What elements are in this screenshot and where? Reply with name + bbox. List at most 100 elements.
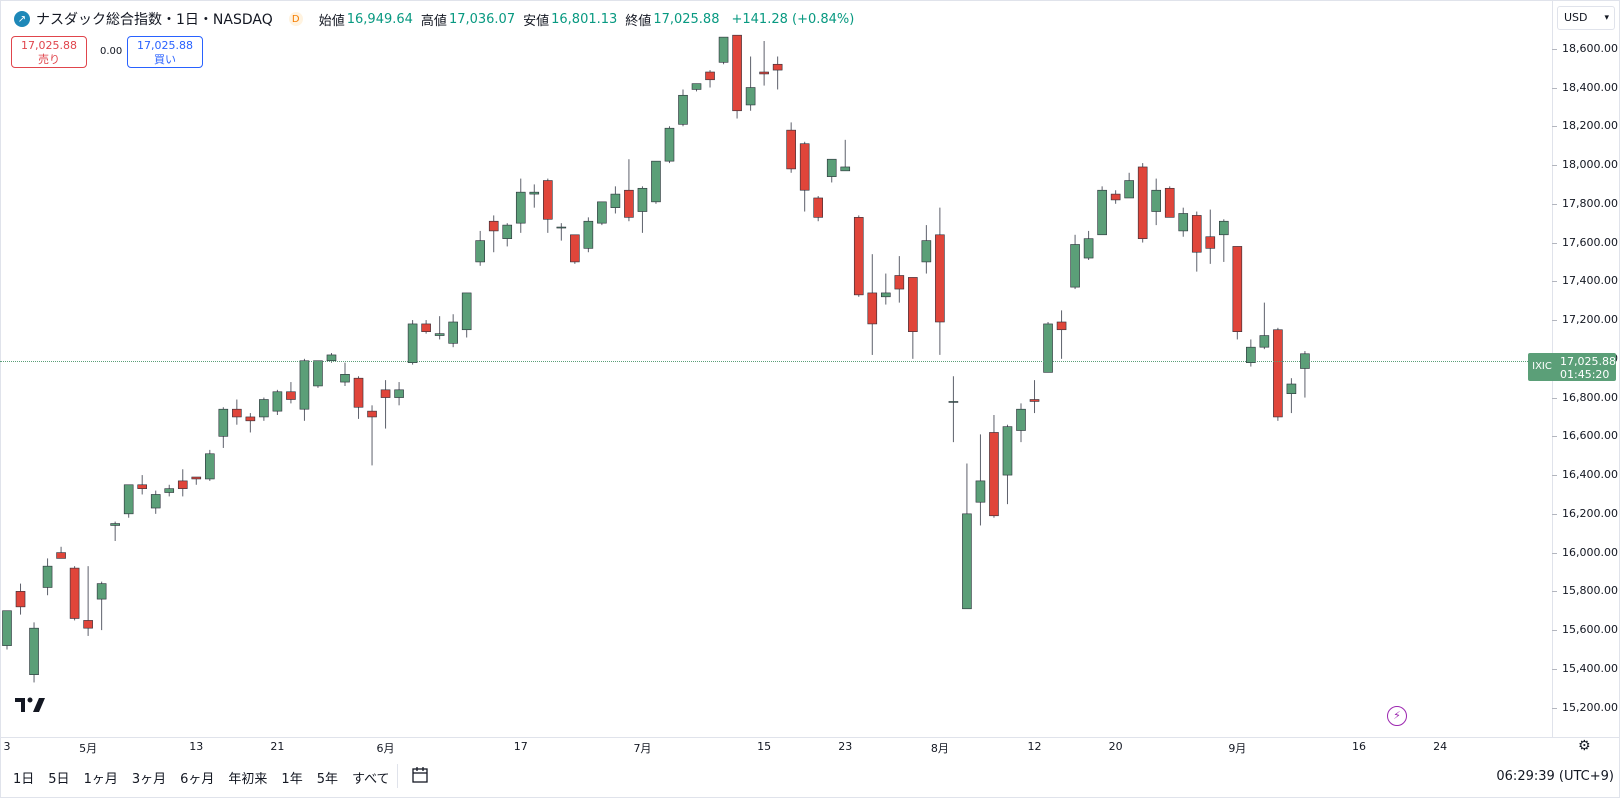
candle[interactable]	[448, 314, 458, 348]
candle[interactable]	[123, 484, 134, 518]
candle[interactable]	[529, 184, 540, 208]
candle[interactable]	[826, 158, 837, 183]
candle[interactable]	[245, 413, 256, 433]
candle[interactable]	[488, 215, 499, 253]
range-button-3m[interactable]: 3ヶ月	[131, 772, 167, 787]
candle[interactable]	[1300, 351, 1310, 398]
candle[interactable]	[340, 362, 350, 386]
candle[interactable]	[678, 89, 688, 127]
candle[interactable]	[69, 566, 80, 621]
candle[interactable]	[407, 320, 418, 365]
candle[interactable]	[651, 160, 661, 204]
candle[interactable]	[475, 230, 486, 266]
candle[interactable]	[637, 186, 648, 233]
candle[interactable]	[948, 376, 959, 443]
candle[interactable]	[218, 407, 229, 448]
candle[interactable]	[894, 256, 905, 303]
candle[interactable]	[759, 41, 769, 86]
candle[interactable]	[1273, 327, 1283, 421]
candle[interactable]	[83, 566, 93, 636]
range-button-6m[interactable]: 6ヶ月	[180, 772, 215, 787]
candle[interactable]	[191, 476, 202, 485]
candle[interactable]	[935, 207, 945, 355]
candle[interactable]	[908, 277, 918, 359]
currency-select[interactable]: USD ▾	[1557, 6, 1615, 30]
candle[interactable]	[732, 34, 742, 119]
candle[interactable]	[1097, 186, 1107, 236]
candle[interactable]	[164, 484, 175, 497]
range-button-1y[interactable]: 1年	[281, 772, 303, 787]
buy-button[interactable]: 17,025.88 買い	[127, 36, 203, 68]
candle[interactable]	[515, 178, 526, 233]
candle[interactable]	[1232, 246, 1243, 340]
candle[interactable]	[556, 223, 567, 241]
candle[interactable]	[1259, 302, 1270, 350]
candle[interactable]	[1043, 321, 1053, 373]
candle[interactable]	[1151, 178, 1161, 226]
candle[interactable]	[570, 234, 580, 264]
sell-button[interactable]: 17,025.88 売り	[11, 36, 87, 68]
candle[interactable]	[1056, 310, 1067, 359]
candle[interactable]	[1016, 403, 1026, 443]
candle[interactable]	[367, 405, 377, 466]
candle[interactable]	[1029, 380, 1040, 414]
candle[interactable]	[1164, 186, 1175, 218]
candle[interactable]	[1178, 207, 1189, 237]
range-button-1m[interactable]: 1ヶ月	[83, 772, 118, 787]
candle[interactable]	[921, 225, 932, 274]
candle[interactable]	[962, 463, 972, 610]
candle[interactable]	[772, 56, 783, 90]
range-button-5d[interactable]: 5日	[48, 772, 70, 787]
candle[interactable]	[150, 490, 161, 514]
candle[interactable]	[299, 358, 310, 421]
candle[interactable]	[1246, 339, 1256, 367]
range-button-5y[interactable]: 5年	[316, 772, 338, 787]
candle[interactable]	[745, 56, 756, 111]
candle[interactable]	[786, 122, 796, 173]
candle[interactable]	[272, 389, 283, 416]
candle[interactable]	[1110, 190, 1121, 204]
candle[interactable]	[799, 141, 810, 212]
candle[interactable]	[880, 273, 891, 305]
candle[interactable]	[867, 254, 878, 355]
lightning-icon[interactable]: ⚡	[1387, 706, 1407, 726]
candle[interactable]	[29, 622, 39, 683]
candle[interactable]	[96, 581, 107, 631]
range-button-1d[interactable]: 1日	[13, 772, 35, 787]
candle[interactable]	[1002, 424, 1013, 505]
candle[interactable]	[1219, 219, 1229, 262]
candle[interactable]	[353, 376, 364, 419]
candle[interactable]	[840, 139, 851, 172]
candle[interactable]	[177, 469, 188, 497]
candle[interactable]	[110, 521, 120, 541]
candle[interactable]	[42, 558, 53, 596]
candle[interactable]	[1286, 378, 1297, 414]
candle[interactable]	[813, 196, 824, 222]
candle[interactable]	[597, 201, 607, 226]
candle[interactable]	[394, 382, 404, 406]
candle[interactable]	[624, 159, 634, 222]
candle[interactable]	[1205, 209, 1216, 264]
range-button-ytd[interactable]: 年初来	[228, 772, 268, 787]
range-button-all[interactable]: すべて	[351, 772, 390, 787]
candle[interactable]	[313, 360, 323, 388]
candle[interactable]	[137, 475, 147, 495]
candlestick-chart[interactable]	[0, 0, 1552, 737]
candle[interactable]	[1070, 234, 1080, 290]
clock-timezone[interactable]: 06:29:39 (UTC+9)	[1496, 769, 1614, 784]
candle[interactable]	[718, 36, 729, 65]
candle[interactable]	[421, 320, 431, 334]
candle[interactable]	[502, 223, 513, 247]
candle[interactable]	[1124, 172, 1134, 199]
candle[interactable]	[705, 70, 715, 88]
candle[interactable]	[434, 316, 445, 340]
tradingview-logo[interactable]	[15, 696, 47, 714]
calendar-goto-icon[interactable]	[410, 765, 430, 785]
candle[interactable]	[15, 583, 26, 615]
candle[interactable]	[232, 399, 242, 425]
candle[interactable]	[583, 217, 594, 253]
symbol-title[interactable]: ナスダック総合指数・1日・NASDAQ	[36, 12, 273, 28]
candle[interactable]	[380, 380, 391, 429]
candle[interactable]	[853, 215, 864, 297]
gear-icon[interactable]: ⚙	[1578, 738, 1591, 754]
